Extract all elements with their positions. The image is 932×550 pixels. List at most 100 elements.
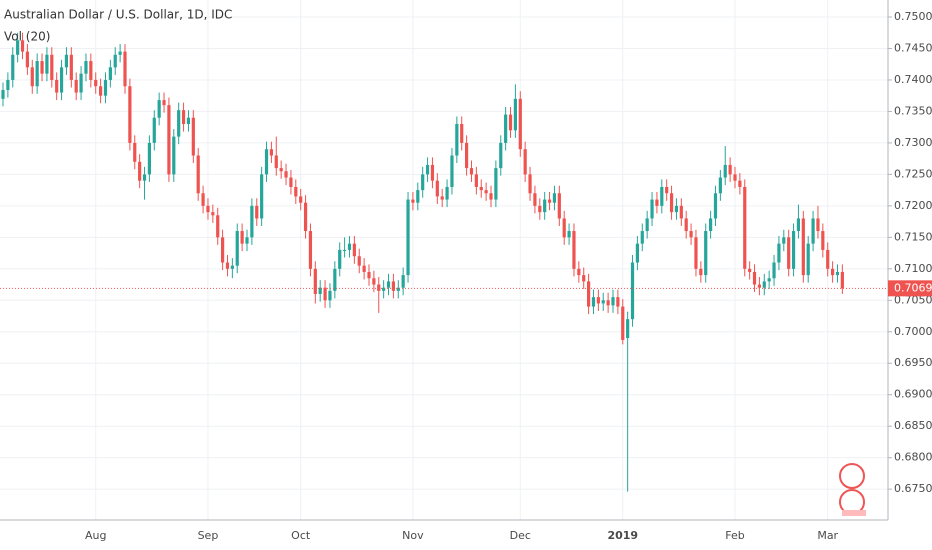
candle-body bbox=[142, 174, 147, 181]
candle-body bbox=[255, 205, 259, 219]
candle-body bbox=[191, 117, 195, 156]
candle-body bbox=[250, 205, 254, 238]
candle-body bbox=[108, 67, 112, 80]
candle-body bbox=[577, 268, 581, 276]
x-tick-label: Sep bbox=[198, 529, 219, 542]
candle-body bbox=[269, 149, 273, 156]
candle-body bbox=[469, 168, 474, 175]
candle-body bbox=[79, 73, 83, 93]
x-tick-label: Dec bbox=[510, 529, 531, 542]
candle-body bbox=[216, 215, 220, 238]
candle-body bbox=[587, 281, 591, 307]
candle-body bbox=[157, 100, 161, 118]
candle-body bbox=[45, 54, 49, 74]
candle-body bbox=[474, 174, 478, 187]
candle-body bbox=[709, 218, 713, 232]
candle-body bbox=[425, 164, 430, 175]
candle-body bbox=[260, 174, 264, 219]
candle-body bbox=[772, 262, 776, 279]
candle-body bbox=[504, 114, 508, 143]
candle-body bbox=[611, 297, 615, 306]
candle-body bbox=[84, 61, 88, 74]
candle-body bbox=[181, 110, 186, 125]
x-tick-label: Feb bbox=[725, 529, 744, 542]
candle-body bbox=[762, 281, 766, 288]
candle-body bbox=[69, 54, 73, 80]
candle-body bbox=[313, 268, 317, 294]
candle-body bbox=[787, 237, 791, 269]
candle-body bbox=[606, 300, 610, 306]
candle-body bbox=[821, 231, 825, 250]
candle-body bbox=[479, 186, 483, 191]
candle-body bbox=[211, 212, 215, 216]
x-tick-label: Oct bbox=[291, 529, 311, 542]
candle-body bbox=[167, 105, 171, 175]
candle-body bbox=[318, 287, 322, 294]
candle-body bbox=[416, 190, 420, 203]
candle-body bbox=[94, 79, 98, 87]
candle-body bbox=[186, 117, 191, 125]
candle-body bbox=[347, 243, 352, 250]
candle-body bbox=[74, 79, 78, 93]
candle-body bbox=[279, 168, 283, 172]
candle-body bbox=[382, 287, 386, 291]
candle-body bbox=[635, 243, 639, 263]
candle-body bbox=[738, 180, 742, 187]
candle-body bbox=[172, 136, 176, 175]
candle-body bbox=[152, 117, 156, 143]
candle-body bbox=[494, 168, 498, 200]
last-price-label: 0.70690 bbox=[894, 281, 932, 294]
candle-body bbox=[201, 193, 205, 206]
candle-body bbox=[11, 54, 15, 80]
candle-body bbox=[401, 275, 405, 288]
candle-body bbox=[333, 268, 337, 291]
candle-body bbox=[123, 51, 127, 87]
candle-body bbox=[435, 180, 439, 197]
candle-body bbox=[640, 231, 644, 244]
candle-body bbox=[499, 142, 503, 169]
candle-body bbox=[196, 155, 200, 194]
candle-body bbox=[630, 262, 635, 320]
candle-body bbox=[840, 271, 844, 289]
y-tick-label: 0.75000 bbox=[894, 10, 932, 23]
candle-body bbox=[582, 275, 586, 282]
candle-body bbox=[811, 218, 815, 244]
candle-body bbox=[752, 271, 757, 285]
candle-body bbox=[362, 265, 366, 272]
candle-body bbox=[274, 155, 278, 169]
candle-body bbox=[660, 186, 664, 206]
candle-body bbox=[655, 199, 659, 206]
candle-body bbox=[440, 196, 444, 200]
candle-body bbox=[89, 61, 93, 80]
candle-body bbox=[723, 164, 727, 178]
candle-body bbox=[684, 218, 688, 232]
candle-body bbox=[665, 186, 669, 194]
candle-body bbox=[240, 231, 244, 244]
x-tick-label: Aug bbox=[85, 529, 106, 542]
candle-body bbox=[445, 186, 449, 200]
candle-body bbox=[64, 54, 69, 68]
candle-body bbox=[284, 171, 288, 178]
candle-body bbox=[264, 149, 269, 175]
candle-body bbox=[626, 319, 630, 339]
candle-body bbox=[406, 199, 410, 276]
candle-body bbox=[791, 231, 796, 269]
candle-body bbox=[728, 164, 732, 175]
candle-body bbox=[103, 79, 108, 96]
candle-body bbox=[16, 40, 20, 55]
candle-body bbox=[645, 218, 649, 232]
candle-body bbox=[621, 306, 625, 340]
chart-title: Australian Dollar / U.S. Dollar, 1D, IDC bbox=[4, 8, 232, 22]
candle-body bbox=[20, 40, 25, 52]
